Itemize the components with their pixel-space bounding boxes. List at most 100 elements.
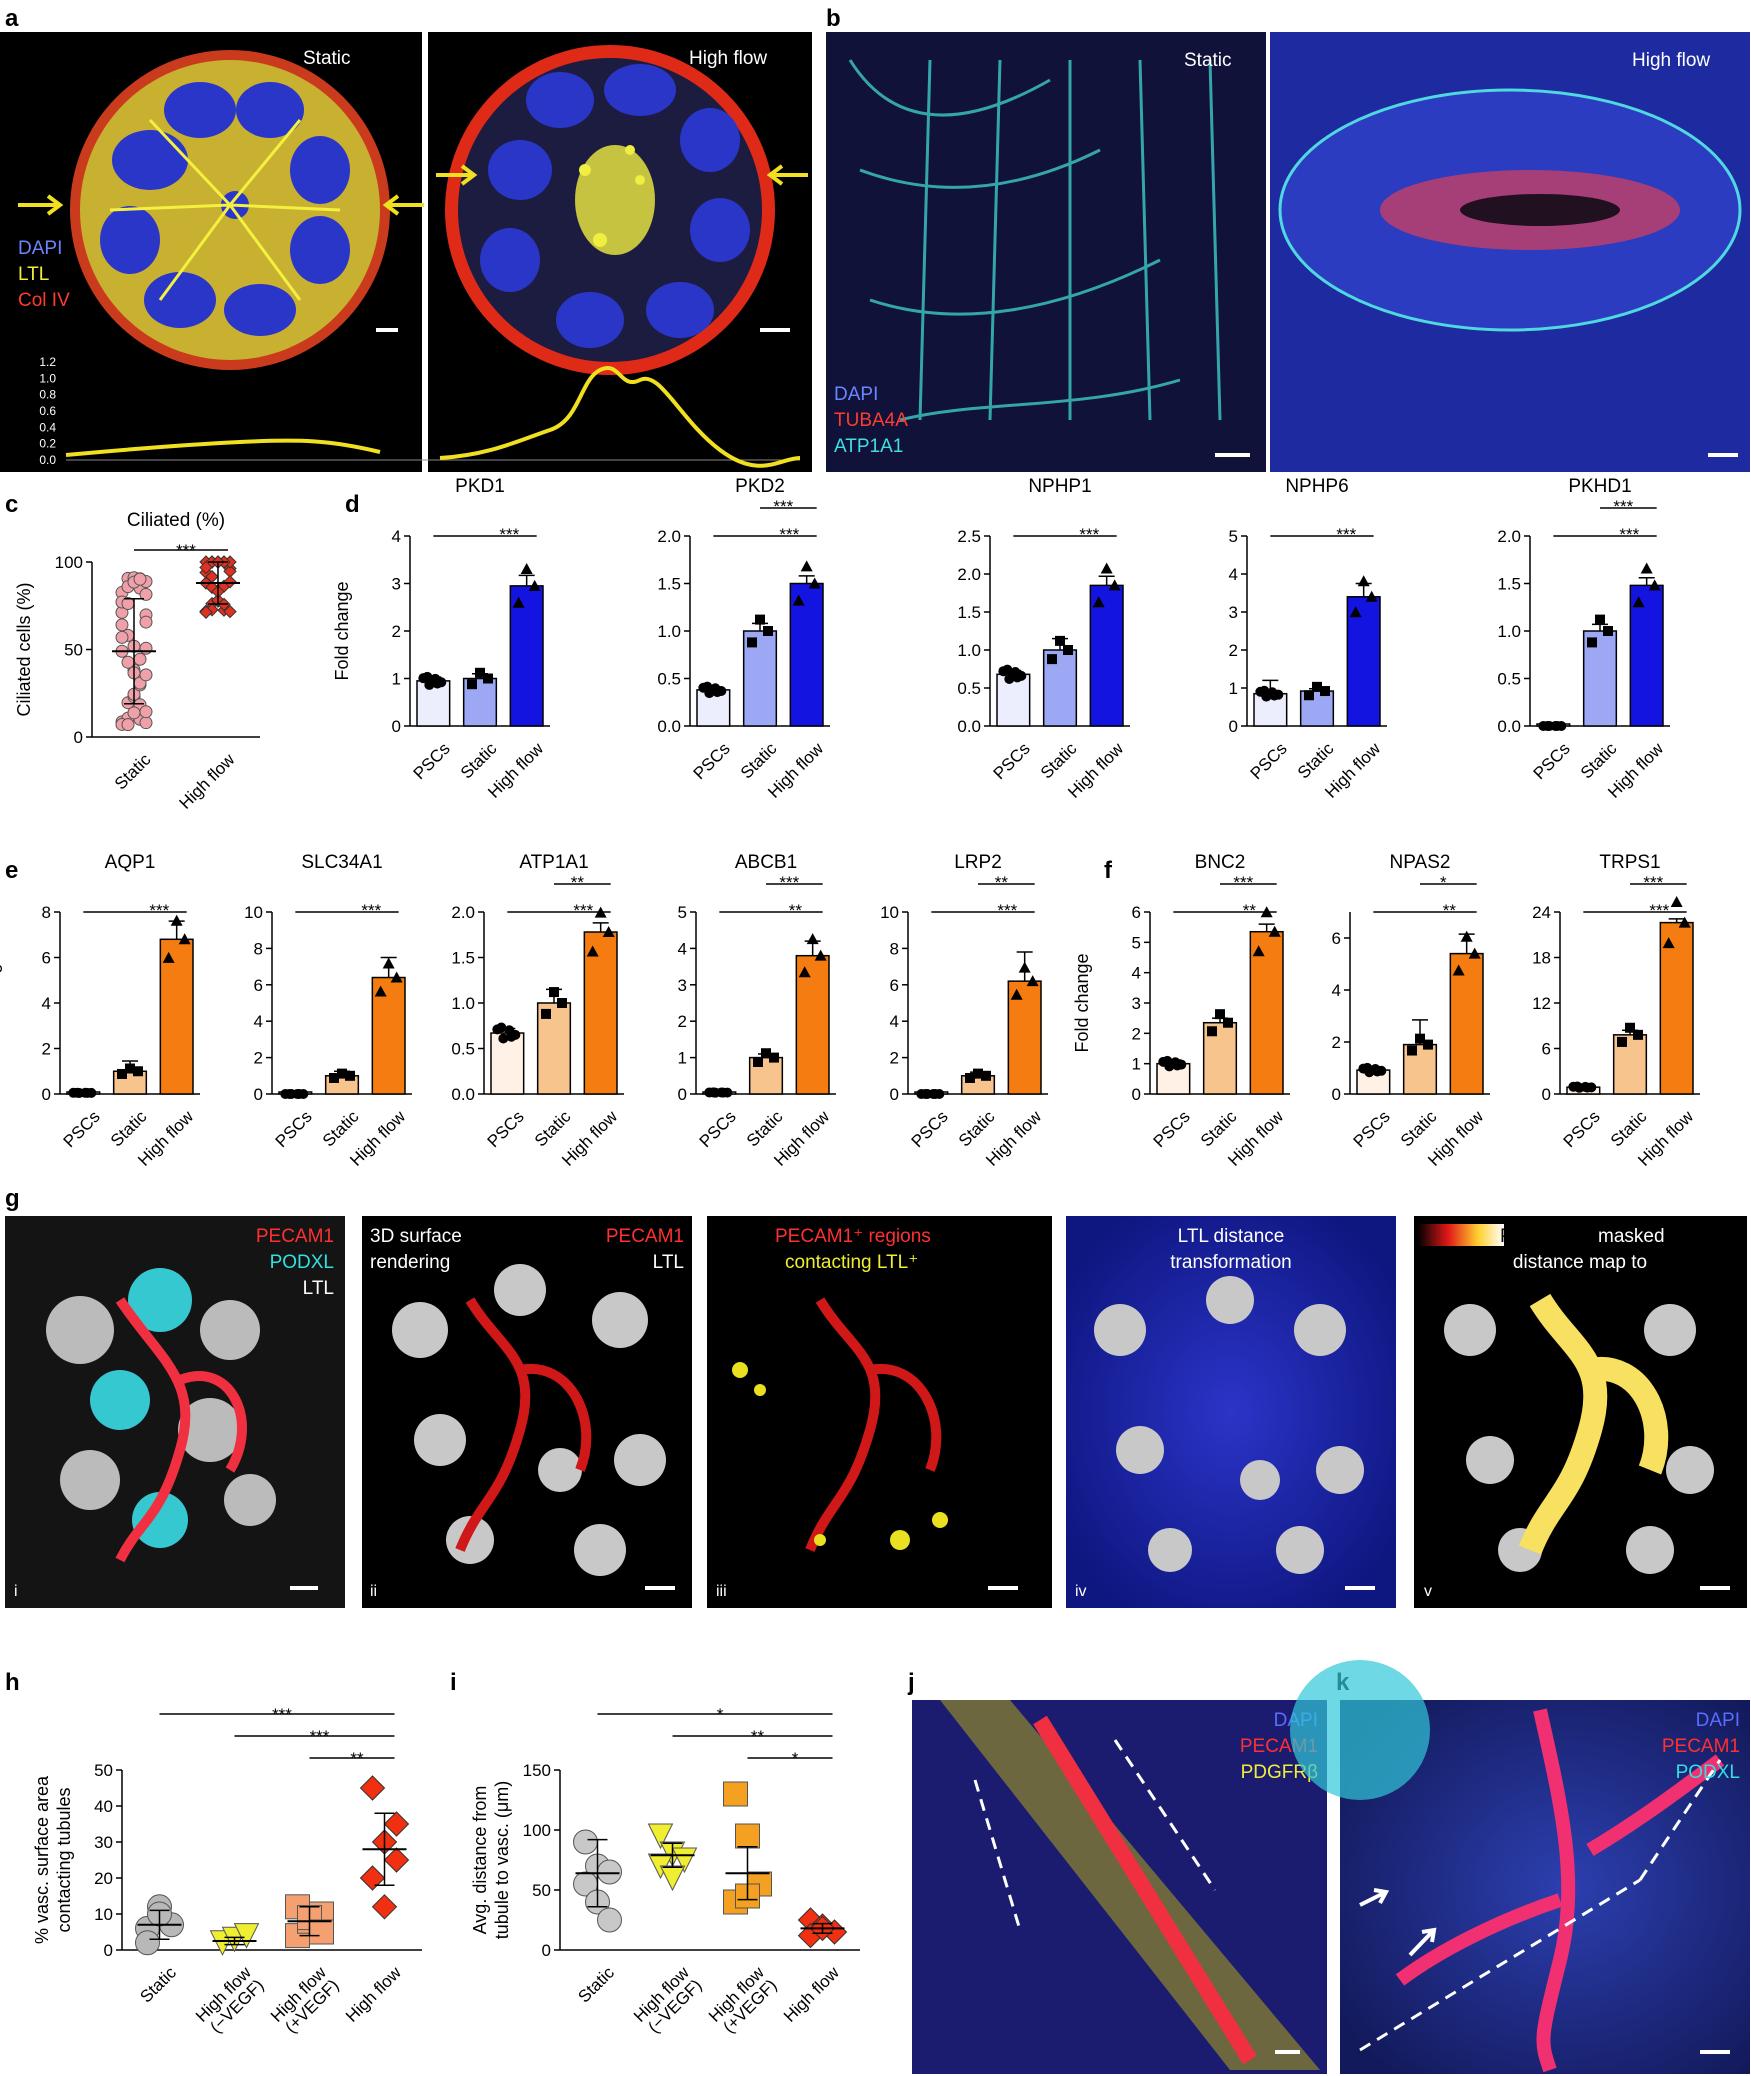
x-tick-label: Static [1197,1107,1241,1151]
y-tick-label: 100 [55,553,83,572]
x-tick-label: Static [111,750,155,794]
bar [1629,584,1664,727]
panel-g-iv-image [1066,1216,1396,1608]
significance-label: *** [779,873,799,892]
panel-g-iv-line-1: LTL distance [1178,1226,1285,1247]
data-point [284,1089,295,1099]
y-tick-label: 50 [94,1761,113,1780]
data-point [422,671,433,682]
panel-k-legend-0: DAPI [1696,1710,1740,1731]
panel-g-iii-line-2: contacting LTL⁺ [785,1252,918,1273]
data-point [337,1068,347,1079]
data-point [712,687,723,698]
data-point [294,1089,305,1099]
y-tick-label: 5 [678,903,687,922]
chart-title: PKD2 [735,476,785,497]
significance-label: ** [789,901,803,920]
data-point [1423,1039,1433,1050]
x-tick-label: Static [1294,739,1338,783]
data-point [1063,645,1073,655]
data-point [1582,1082,1593,1093]
y-tick-label: 4 [1132,964,1141,983]
significance-label: *** [176,541,196,560]
y-tick-label: 0.5 [1497,670,1521,689]
data-point [1365,590,1378,602]
data-point [1452,964,1465,976]
data-point [1252,945,1265,957]
panel-g-iii-line-1: PECAM1⁺ regions [775,1226,931,1247]
y-tick-label: 0.0 [657,717,681,736]
y-tick-label: 3 [392,575,401,594]
data-point [233,1923,260,1949]
significance-label: *** [1649,901,1669,920]
significance-label: ** [751,1727,765,1746]
panel-b-legend-atp1a1: ATP1A1 [834,436,903,457]
significance-label: * [792,1749,799,1768]
x-tick-label: PSCs [690,739,734,783]
arrow-icon [766,164,808,186]
panel-g-i-legend-1: PODXL [270,1252,334,1273]
data-point [359,1775,386,1801]
significance-label: *** [1613,497,1633,516]
x-tick-label: Static [1577,739,1621,783]
y-tick-label: 0.5 [957,679,981,698]
chart-title: BNC2 [1195,852,1246,873]
x-tick-label-line: Static [1294,739,1338,783]
data-point [763,626,773,636]
data-point [345,1070,355,1081]
panel-letter-c: c [5,491,18,518]
y-tick-label: 0 [1132,1085,1141,1104]
panel-g-v-roman: v [1424,1583,1432,1600]
y-tick-label: 1.0 [957,641,981,660]
x-tick-label: Static [1607,1107,1651,1151]
y-tick-label: 0 [890,1085,899,1104]
x-tick-label: PSCs [1530,739,1574,783]
x-tick-label-line: PSCs [1150,1107,1194,1151]
x-tick-label-line: High flow [342,1963,405,2026]
y-tick-label: 1.5 [1497,575,1521,594]
x-tick-label-line: PSCs [990,739,1034,783]
panel-b-flow-label: High flow [1632,50,1710,71]
data-point [1012,672,1023,683]
x-tick-label: PSCs [1350,1107,1394,1151]
dashed-line [1359,1759,1722,2052]
y-tick-label: 8 [890,939,899,958]
panel-a-flow-label: High flow [689,48,767,69]
data-point [139,587,153,601]
data-point [117,1068,127,1079]
bar [795,954,830,1095]
panel-k-vessels [1395,1708,1725,2073]
significance-label: * [1440,873,1447,892]
x-tick-label-line: Static [107,1107,151,1151]
data-point [814,949,827,961]
data-point [72,1087,83,1098]
data-point [702,681,713,692]
data-point [139,668,153,682]
data-point [383,1811,410,1837]
chart-title: NPHP6 [1285,476,1348,497]
data-point [382,957,395,969]
panel-k-legend-2: PODXL [1676,1762,1740,1783]
x-tick-label-line: Static [1197,1107,1241,1151]
significance-label: ** [1243,901,1257,920]
data-point [597,1907,622,1933]
significance-label: * [717,1705,724,1724]
panel-j: DAPI PECAM1 PDGFRβ [912,1700,1327,2074]
significance-label: *** [149,901,169,920]
data-point [199,605,213,619]
y-tick-label: 0 [678,1085,687,1104]
y-tick-label: 0 [1332,1085,1341,1104]
bar [1089,584,1124,727]
panel-g-iii-vessels [805,1297,942,1552]
y-axis-label: Fold change [332,581,352,680]
panel-g-i-roman: i [14,1583,18,1600]
panel-letter-j: j [907,1669,915,1696]
y-tick-label: 6 [1542,1040,1551,1059]
panel-a-static-profile [65,438,381,457]
data-point [1047,654,1057,665]
y-axis-label: Ciliated cells (%) [14,582,34,716]
y-tick-label: 50 [64,641,83,660]
x-tick-label: Static [1397,1107,1441,1151]
